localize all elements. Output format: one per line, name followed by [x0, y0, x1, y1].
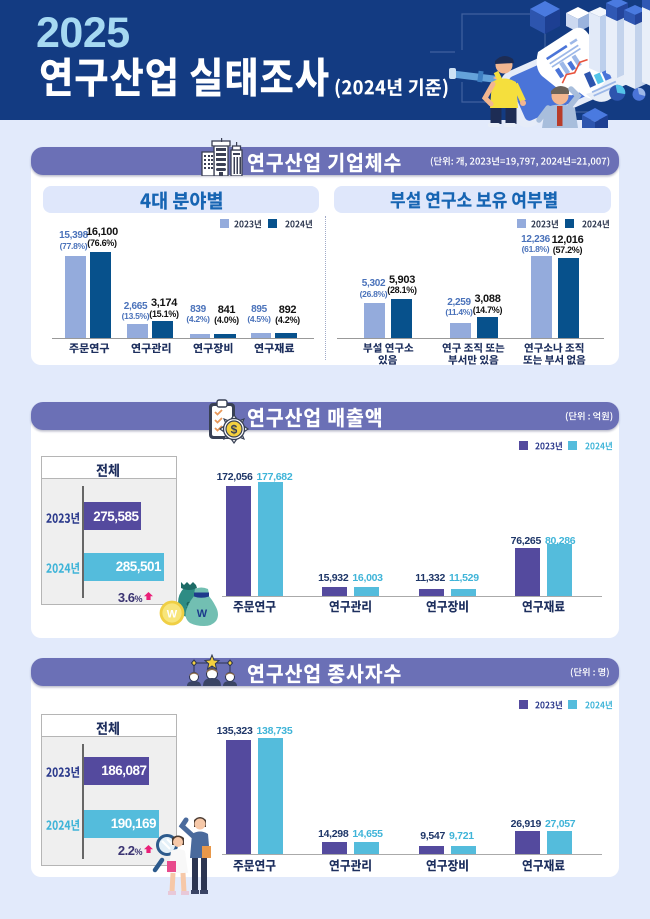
svg-text:W: W: [197, 608, 208, 620]
svg-text:$: $: [231, 423, 238, 437]
svg-text:W: W: [167, 609, 178, 621]
